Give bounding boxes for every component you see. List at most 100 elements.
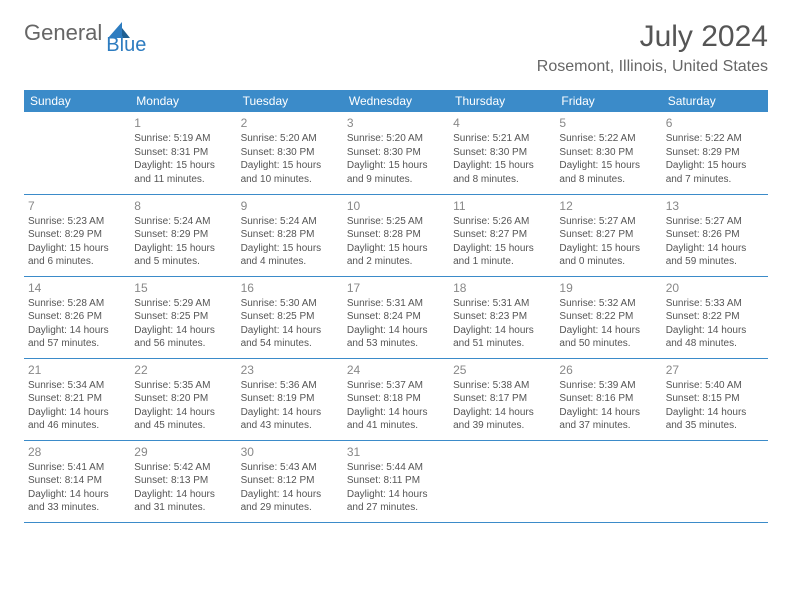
sunset-line: Sunset: 8:22 PM xyxy=(666,310,764,324)
sunrise-line: Sunrise: 5:26 AM xyxy=(453,215,551,229)
day-cell: 16Sunrise: 5:30 AMSunset: 8:25 PMDayligh… xyxy=(237,276,343,358)
location: Rosemont, Illinois, United States xyxy=(537,58,768,76)
day-cell: 23Sunrise: 5:36 AMSunset: 8:19 PMDayligh… xyxy=(237,358,343,440)
day-number: 12 xyxy=(559,198,657,214)
day-header-monday: Monday xyxy=(130,90,236,112)
sunset-line: Sunset: 8:12 PM xyxy=(241,474,339,488)
day-number: 27 xyxy=(666,362,764,378)
sunrise-line: Sunrise: 5:33 AM xyxy=(666,297,764,311)
day-cell: 24Sunrise: 5:37 AMSunset: 8:18 PMDayligh… xyxy=(343,358,449,440)
day-number: 2 xyxy=(241,115,339,131)
sunrise-line: Sunrise: 5:24 AM xyxy=(241,215,339,229)
sunset-line: Sunset: 8:29 PM xyxy=(28,228,126,242)
day-number: 10 xyxy=(347,198,445,214)
header: General Blue July 2024 Rosemont, Illinoi… xyxy=(24,20,768,76)
sunset-line: Sunset: 8:28 PM xyxy=(241,228,339,242)
day-cell: 29Sunrise: 5:42 AMSunset: 8:13 PMDayligh… xyxy=(130,440,236,522)
day-number: 29 xyxy=(134,444,232,460)
sunrise-line: Sunrise: 5:34 AM xyxy=(28,379,126,393)
day-number: 30 xyxy=(241,444,339,460)
sunrise-line: Sunrise: 5:22 AM xyxy=(559,132,657,146)
daylight-line: Daylight: 14 hours and 37 minutes. xyxy=(559,406,657,433)
day-number: 21 xyxy=(28,362,126,378)
sunrise-line: Sunrise: 5:24 AM xyxy=(134,215,232,229)
day-header-wednesday: Wednesday xyxy=(343,90,449,112)
sunset-line: Sunset: 8:20 PM xyxy=(134,392,232,406)
daylight-line: Daylight: 15 hours and 9 minutes. xyxy=(347,159,445,186)
day-number: 11 xyxy=(453,198,551,214)
sunset-line: Sunset: 8:27 PM xyxy=(453,228,551,242)
day-cell: 2Sunrise: 5:20 AMSunset: 8:30 PMDaylight… xyxy=(237,112,343,194)
daylight-line: Daylight: 15 hours and 0 minutes. xyxy=(559,242,657,269)
sunset-line: Sunset: 8:30 PM xyxy=(241,146,339,160)
sunset-line: Sunset: 8:18 PM xyxy=(347,392,445,406)
sunset-line: Sunset: 8:22 PM xyxy=(559,310,657,324)
day-cell: 27Sunrise: 5:40 AMSunset: 8:15 PMDayligh… xyxy=(662,358,768,440)
day-cell: 22Sunrise: 5:35 AMSunset: 8:20 PMDayligh… xyxy=(130,358,236,440)
day-cell: 5Sunrise: 5:22 AMSunset: 8:30 PMDaylight… xyxy=(555,112,661,194)
day-header-sunday: Sunday xyxy=(24,90,130,112)
day-number: 19 xyxy=(559,280,657,296)
daylight-line: Daylight: 15 hours and 8 minutes. xyxy=(453,159,551,186)
daylight-line: Daylight: 15 hours and 8 minutes. xyxy=(559,159,657,186)
sunset-line: Sunset: 8:23 PM xyxy=(453,310,551,324)
sunrise-line: Sunrise: 5:30 AM xyxy=(241,297,339,311)
daylight-line: Daylight: 15 hours and 2 minutes. xyxy=(347,242,445,269)
sunrise-line: Sunrise: 5:29 AM xyxy=(134,297,232,311)
day-number: 8 xyxy=(134,198,232,214)
daylight-line: Daylight: 15 hours and 6 minutes. xyxy=(28,242,126,269)
sunset-line: Sunset: 8:28 PM xyxy=(347,228,445,242)
day-cell: 26Sunrise: 5:39 AMSunset: 8:16 PMDayligh… xyxy=(555,358,661,440)
logo-text-general: General xyxy=(24,20,102,46)
day-header-tuesday: Tuesday xyxy=(237,90,343,112)
day-cell: 17Sunrise: 5:31 AMSunset: 8:24 PMDayligh… xyxy=(343,276,449,358)
day-number: 26 xyxy=(559,362,657,378)
day-cell: 15Sunrise: 5:29 AMSunset: 8:25 PMDayligh… xyxy=(130,276,236,358)
day-cell: 25Sunrise: 5:38 AMSunset: 8:17 PMDayligh… xyxy=(449,358,555,440)
sunset-line: Sunset: 8:16 PM xyxy=(559,392,657,406)
sunrise-line: Sunrise: 5:32 AM xyxy=(559,297,657,311)
sunrise-line: Sunrise: 5:43 AM xyxy=(241,461,339,475)
daylight-line: Daylight: 14 hours and 54 minutes. xyxy=(241,324,339,351)
empty-cell xyxy=(449,440,555,522)
sunrise-line: Sunrise: 5:35 AM xyxy=(134,379,232,393)
day-number: 17 xyxy=(347,280,445,296)
day-number: 14 xyxy=(28,280,126,296)
sunrise-line: Sunrise: 5:27 AM xyxy=(666,215,764,229)
day-cell: 7Sunrise: 5:23 AMSunset: 8:29 PMDaylight… xyxy=(24,194,130,276)
day-cell: 4Sunrise: 5:21 AMSunset: 8:30 PMDaylight… xyxy=(449,112,555,194)
day-cell: 11Sunrise: 5:26 AMSunset: 8:27 PMDayligh… xyxy=(449,194,555,276)
sunrise-line: Sunrise: 5:22 AM xyxy=(666,132,764,146)
day-number: 6 xyxy=(666,115,764,131)
daylight-line: Daylight: 14 hours and 45 minutes. xyxy=(134,406,232,433)
day-cell: 21Sunrise: 5:34 AMSunset: 8:21 PMDayligh… xyxy=(24,358,130,440)
daylight-line: Daylight: 15 hours and 7 minutes. xyxy=(666,159,764,186)
day-number: 5 xyxy=(559,115,657,131)
sunrise-line: Sunrise: 5:20 AM xyxy=(241,132,339,146)
sunrise-line: Sunrise: 5:20 AM xyxy=(347,132,445,146)
sunrise-line: Sunrise: 5:21 AM xyxy=(453,132,551,146)
calendar-table: SundayMondayTuesdayWednesdayThursdayFrid… xyxy=(24,90,768,523)
sunrise-line: Sunrise: 5:44 AM xyxy=(347,461,445,475)
day-number: 3 xyxy=(347,115,445,131)
calendar-body: 1Sunrise: 5:19 AMSunset: 8:31 PMDaylight… xyxy=(24,112,768,522)
daylight-line: Daylight: 14 hours and 27 minutes. xyxy=(347,488,445,515)
daylight-line: Daylight: 14 hours and 57 minutes. xyxy=(28,324,126,351)
day-header-friday: Friday xyxy=(555,90,661,112)
day-cell: 10Sunrise: 5:25 AMSunset: 8:28 PMDayligh… xyxy=(343,194,449,276)
day-cell: 14Sunrise: 5:28 AMSunset: 8:26 PMDayligh… xyxy=(24,276,130,358)
sunset-line: Sunset: 8:15 PM xyxy=(666,392,764,406)
day-number: 31 xyxy=(347,444,445,460)
sunset-line: Sunset: 8:11 PM xyxy=(347,474,445,488)
day-header-thursday: Thursday xyxy=(449,90,555,112)
sunrise-line: Sunrise: 5:42 AM xyxy=(134,461,232,475)
daylight-line: Daylight: 14 hours and 29 minutes. xyxy=(241,488,339,515)
day-cell: 9Sunrise: 5:24 AMSunset: 8:28 PMDaylight… xyxy=(237,194,343,276)
daylight-line: Daylight: 14 hours and 53 minutes. xyxy=(347,324,445,351)
sunset-line: Sunset: 8:29 PM xyxy=(666,146,764,160)
day-cell: 18Sunrise: 5:31 AMSunset: 8:23 PMDayligh… xyxy=(449,276,555,358)
daylight-line: Daylight: 14 hours and 51 minutes. xyxy=(453,324,551,351)
day-number: 22 xyxy=(134,362,232,378)
sunrise-line: Sunrise: 5:31 AM xyxy=(453,297,551,311)
day-number: 18 xyxy=(453,280,551,296)
